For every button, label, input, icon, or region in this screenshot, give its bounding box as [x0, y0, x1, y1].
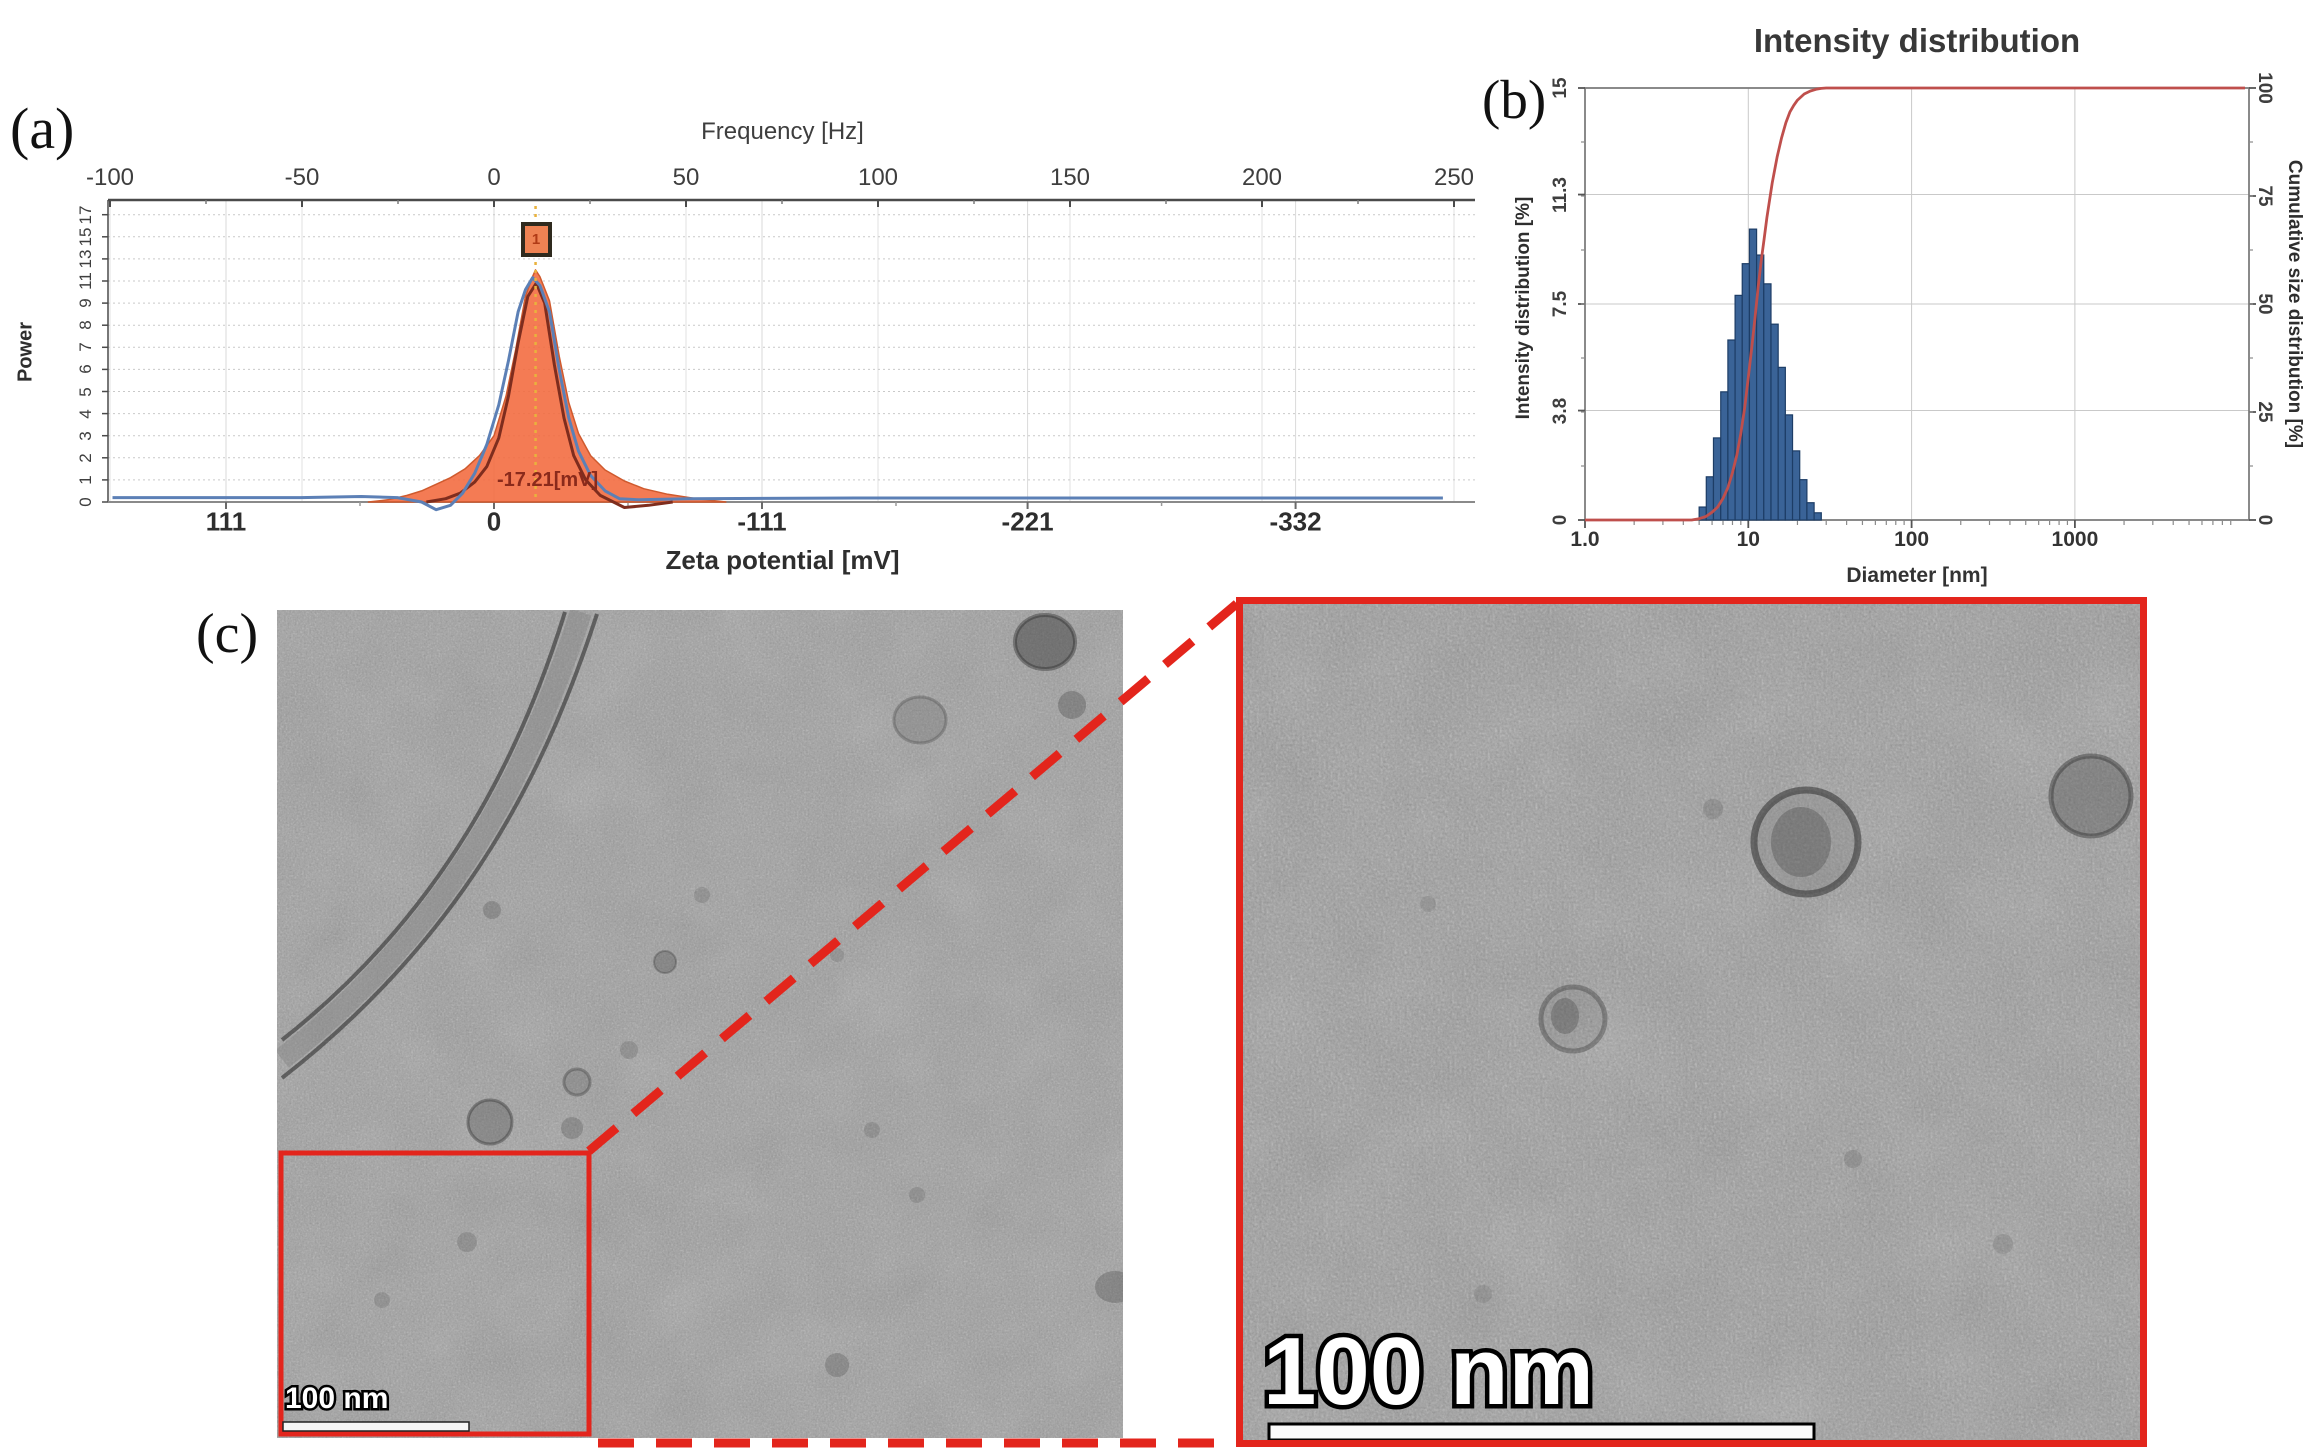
zeta-left-tick-label: 11: [76, 272, 95, 290]
carbon-film-edge-streaks: [277, 610, 599, 1080]
tem-left-grain: [277, 610, 1123, 1438]
zeta-plot: [102, 198, 1475, 512]
dls-histogram-bar: [1777, 366, 1786, 521]
dls-histogram-bar: [1770, 323, 1779, 521]
zeta-top-tick-label: 50: [672, 164, 700, 191]
zeta-left-tick-label: 1: [76, 475, 95, 485]
zeta-left-tick-label: 15: [76, 227, 95, 247]
zeta-top-tick-label: -50: [284, 164, 320, 191]
dls-left-tick-label: 11.3: [1550, 176, 1571, 213]
dls-x-axis-title: Diameter [nm]: [1846, 564, 1988, 587]
zeta-top-tick-label: 250: [1433, 164, 1475, 191]
zeta-left-tick-label: 17: [76, 205, 95, 225]
dls-histogram-bar: [1813, 512, 1822, 521]
zeta-left-tick-label: 7: [76, 342, 95, 353]
panel-c-label: (c): [196, 603, 259, 665]
dls-histogram-bar: [1748, 228, 1758, 521]
dls-right-tick-label: 75: [2254, 185, 2275, 207]
zeta-left-tick-label: 5: [76, 386, 95, 397]
zeta-top-tick-label: 0: [487, 164, 501, 191]
zeta-blue-curve: [112, 276, 1443, 512]
dls-histogram-bar: [1727, 339, 1736, 521]
zeta-left-tick-label: 4: [76, 408, 95, 419]
dls-right-tick-label: 25: [2254, 401, 2275, 423]
zeta-left-tick-label: 0: [76, 497, 95, 507]
scale-bar-left: [282, 1421, 470, 1432]
dls-cumulative-curve: [1585, 86, 2245, 522]
dls-histogram-bar: [1784, 414, 1794, 521]
dls-x-tick-label: 1.0: [1570, 528, 1600, 551]
dls-chart-title: Intensity distribution: [1753, 22, 2081, 59]
zeta-top-tick-label: 100: [857, 164, 899, 191]
dls-left-tick-label: 7.5: [1550, 290, 1571, 318]
zeta-peak-marker: 1: [520, 222, 552, 257]
dls-histogram-bar: [1734, 294, 1743, 521]
charts-layer: [102, 86, 2256, 528]
dls-x-tick-label: 1000: [2051, 528, 2099, 551]
dls-left-tick-label: 15: [1550, 77, 1571, 99]
dls-histogram-bar: [1799, 479, 1808, 521]
zeta-left-tick-label: 6: [76, 364, 95, 375]
zeta-bottom-tick-label: -221: [1001, 506, 1054, 537]
tem-micrograph-right: 100 nm: [1236, 597, 2147, 1447]
zeta-bottom-tick-label: -332: [1269, 506, 1322, 537]
zeta-left-tick-label: 2: [76, 453, 95, 463]
tem-right-grain: [1243, 604, 2140, 1440]
zeta-bottom-tick-label: 0: [486, 506, 502, 537]
scale-bar-right-label: 100 nm: [1263, 1318, 1594, 1425]
zeta-left-tick-label: 3: [76, 430, 95, 441]
panel-b-label: (b): [1482, 69, 1547, 130]
zeta-bottom-tick-label: -111: [737, 506, 787, 537]
dls-right-tick-label: 0: [2254, 514, 2275, 526]
dls-plot: [1578, 86, 2256, 528]
scale-bar-left-label: 100 nm: [285, 1382, 388, 1415]
zeta-left-tick-label: 13: [76, 249, 95, 269]
inset-region-box: [278, 1150, 592, 1437]
zeta-bottom-tick-label: 111: [205, 506, 247, 537]
zeta-top-tick-label: 200: [1241, 164, 1283, 191]
dls-histogram-bar: [1791, 450, 1801, 521]
tem-right-image: 100 nm: [1243, 604, 2140, 1440]
dls-x-tick-label: 100: [1894, 528, 1930, 551]
panel-a-label: (a): [10, 96, 75, 161]
dls-histogram-bar: [1763, 283, 1772, 521]
zeta-top-axis-title: Frequency [Hz]: [701, 118, 864, 145]
zeta-orange-area: [367, 269, 727, 503]
tem-left-image: 100 nm: [277, 610, 1123, 1438]
dls-histogram-bar: [1806, 502, 1815, 521]
zeta-bottom-axis-title: Zeta potential [mV]: [665, 545, 900, 575]
scale-bar-right: [1267, 1422, 1816, 1440]
zeta-peak-annotation: -17.21[mV]: [497, 469, 599, 491]
dls-right-tick-label: 100: [2254, 72, 2275, 104]
dls-x-tick-label: 10: [1736, 528, 1760, 551]
zeta-peak-marker-label: 1: [531, 231, 541, 248]
zeta-top-tick-label: -100: [85, 164, 135, 191]
dls-right-tick-label: 50: [2254, 293, 2275, 315]
tem-micrograph-left: 100 nm: [277, 610, 1123, 1438]
dls-left-tick-label: 3.8: [1550, 397, 1571, 424]
zeta-left-tick-label: 8: [76, 320, 95, 330]
zeta-left-tick-label: 9: [76, 298, 95, 308]
zeta-top-tick-label: 150: [1049, 164, 1091, 191]
dls-left-tick-label: 0: [1550, 514, 1571, 526]
vesicle-blobs-zoom: [1420, 753, 2134, 1303]
